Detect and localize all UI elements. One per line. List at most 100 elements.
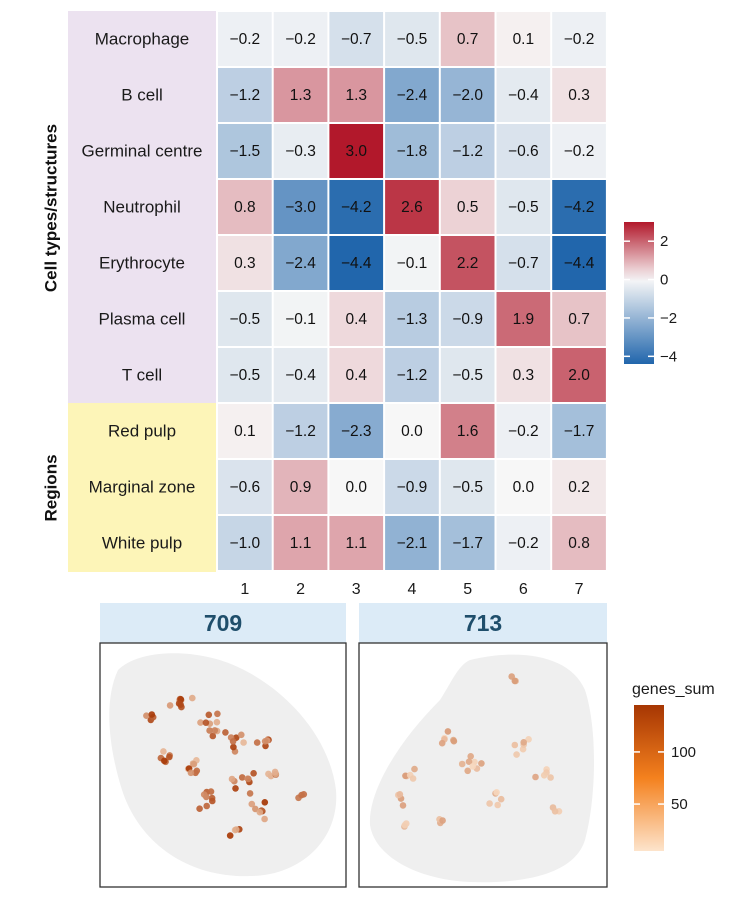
heatmap-cell	[440, 460, 495, 514]
cell-label: −4.4	[564, 255, 595, 272]
data-point	[253, 739, 261, 746]
heatmap-cell	[385, 348, 439, 402]
heatmap-cell	[273, 236, 328, 290]
row-label: Germinal centre	[82, 141, 203, 160]
heatmap-cell	[273, 124, 328, 178]
genes-sum-legend: genes_sum 100 50	[632, 681, 715, 851]
x-tick-label: 5	[463, 581, 472, 598]
data-point	[232, 826, 240, 833]
data-point	[190, 760, 198, 768]
data-point	[232, 785, 239, 792]
cell-label: −1.0	[230, 535, 261, 552]
tissue-background	[369, 654, 595, 883]
cell-label: 0.9	[290, 479, 312, 496]
data-point	[465, 758, 473, 765]
data-point	[203, 802, 210, 810]
cell-label: −0.5	[230, 367, 261, 384]
heatmap-cell	[385, 292, 439, 346]
data-point	[469, 763, 477, 770]
heatmap-cell	[496, 460, 551, 514]
row-label: White pulp	[102, 533, 182, 552]
cell-label: 3.0	[345, 143, 367, 160]
heatmap-cell	[496, 516, 551, 570]
data-point	[300, 791, 308, 798]
data-point	[271, 768, 279, 776]
heatmap-cell	[218, 404, 272, 458]
heatmap-cell	[329, 236, 384, 290]
heatmap-cell	[273, 12, 328, 66]
row-label: Erythrocyte	[99, 253, 185, 272]
data-point	[248, 800, 256, 808]
data-point	[493, 789, 500, 796]
heatmap-color-legend: 2 0 −2 −4	[624, 222, 677, 365]
cell-label: −4.4	[341, 255, 372, 272]
spatial-panels: 709 713	[99, 603, 608, 888]
data-point	[166, 753, 173, 761]
cell-label: −0.5	[230, 311, 261, 328]
data-point	[229, 738, 237, 745]
heatmap: Cell types/structures Macrophage −0.2 −0.2 −…	[41, 11, 606, 598]
cell-label: −0.1	[397, 255, 428, 272]
data-point	[540, 772, 548, 779]
tissue-background	[109, 653, 337, 877]
row-group-band	[68, 11, 216, 404]
data-point	[211, 727, 219, 734]
color-bar	[634, 705, 664, 851]
heatmap-cell	[440, 292, 495, 346]
heatmap-cell	[385, 404, 439, 458]
heatmap-cell	[440, 124, 495, 178]
data-point	[511, 741, 519, 749]
data-point	[148, 711, 156, 718]
x-tick-label: 3	[352, 581, 361, 598]
data-point	[265, 770, 272, 778]
cell-label: 0.0	[345, 479, 367, 496]
legend-tick-label: −4	[660, 348, 677, 365]
data-point	[261, 799, 269, 806]
cell-label: −2.4	[285, 255, 316, 272]
heatmap-cell	[273, 460, 328, 514]
data-point	[193, 767, 201, 775]
cell-label: 0.0	[513, 479, 535, 496]
data-point	[213, 718, 221, 726]
legend-title: genes_sum	[632, 681, 715, 698]
cell-label: 0.3	[513, 367, 535, 384]
cell-label: 1.6	[457, 423, 479, 440]
data-point	[230, 743, 237, 751]
heatmap-cell	[218, 348, 272, 402]
heatmap-cell	[496, 292, 551, 346]
cell-label: 0.7	[457, 31, 479, 48]
heatmap-cell	[552, 68, 606, 122]
cell-label: −0.5	[508, 199, 539, 216]
heatmap-cell	[273, 292, 328, 346]
heatmap-cell	[496, 12, 551, 66]
heatmap-cell	[329, 124, 384, 178]
data-point	[532, 773, 539, 781]
cell-label: −1.2	[397, 367, 428, 384]
cell-label: −2.0	[452, 87, 483, 104]
heatmap-cell	[440, 404, 495, 458]
heatmap-cell	[385, 12, 439, 66]
cell-label: −1.7	[564, 423, 595, 440]
legend-tick-label: −2	[660, 310, 677, 327]
heatmap-cell	[329, 460, 384, 514]
x-tick-label: 6	[519, 581, 528, 598]
cell-label: 2.2	[457, 255, 479, 272]
cell-label: −0.7	[341, 31, 372, 48]
row-label: B cell	[121, 85, 163, 104]
heatmap-cell	[552, 236, 606, 290]
data-point	[196, 805, 203, 812]
heatmap-cell	[552, 348, 606, 402]
data-point	[166, 702, 174, 709]
heatmap-cell	[496, 124, 551, 178]
data-point	[494, 801, 502, 809]
heatmap-cell	[218, 292, 272, 346]
heatmap-cell	[385, 460, 439, 514]
cell-label: 1.9	[513, 311, 535, 328]
data-point	[478, 760, 485, 767]
heatmap-cell	[552, 516, 606, 570]
data-point	[197, 719, 204, 726]
cell-label: 0.8	[234, 199, 256, 216]
data-point	[206, 727, 213, 734]
heatmap-cell	[273, 404, 328, 458]
